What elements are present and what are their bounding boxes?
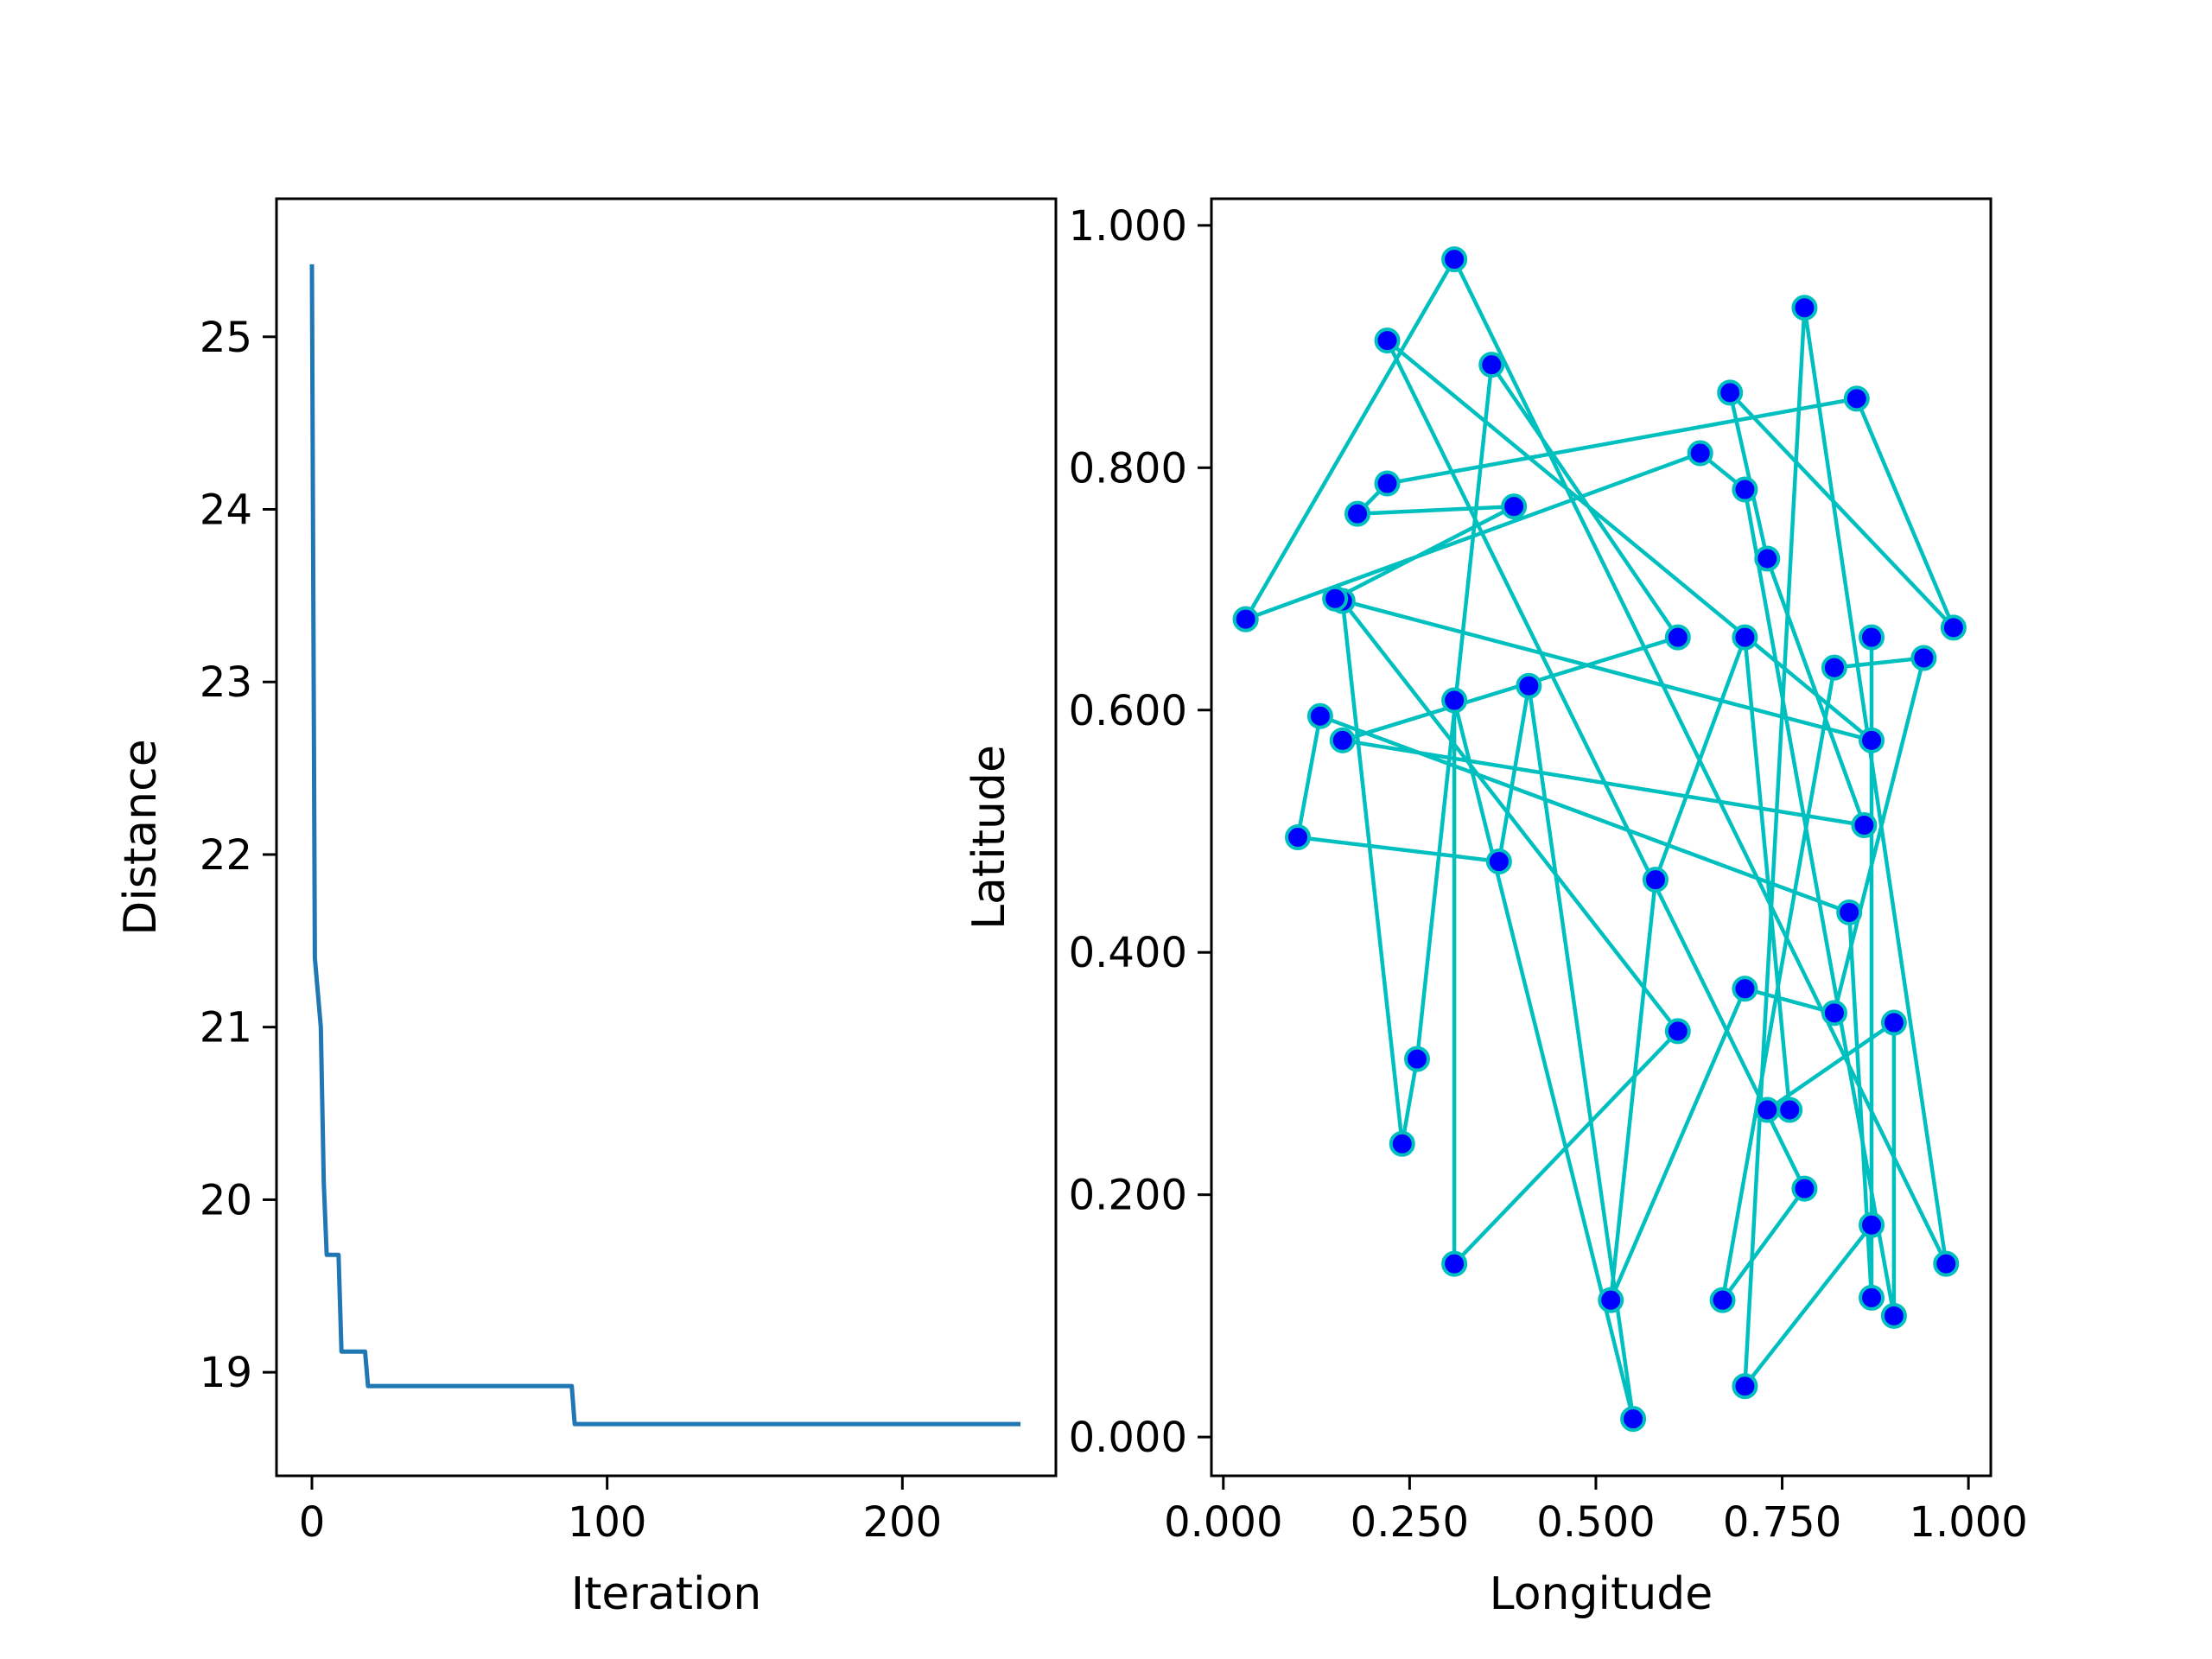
route-point-30 — [1501, 493, 1528, 520]
route-point-11 — [1485, 849, 1512, 875]
route-point-27 — [1843, 385, 1870, 412]
route-point-26 — [1940, 614, 1967, 641]
route-point-45 — [1880, 1009, 1907, 1036]
route-point-16 — [1664, 1018, 1691, 1045]
route-point-38 — [1821, 1000, 1847, 1027]
route-point-34 — [1791, 1175, 1818, 1202]
route-point-8 — [1836, 899, 1863, 925]
route-point-6 — [1859, 624, 1885, 651]
route-point-23 — [1851, 811, 1878, 838]
route-point-47 — [1732, 476, 1758, 503]
route-y-tick-label-1: 0.200 — [1069, 1172, 1187, 1220]
route-chart-ylabel: Latitude — [963, 745, 1015, 930]
route-point-22 — [1329, 727, 1356, 753]
route-point-24 — [1754, 545, 1781, 572]
route-point-28 — [1374, 470, 1401, 497]
route-point-4 — [1732, 1373, 1758, 1400]
route-point-19 — [1404, 1046, 1431, 1072]
distance-line-layer — [309, 264, 1020, 1427]
route-y-tick-label-4: 0.800 — [1069, 444, 1187, 493]
route-point-10 — [1285, 824, 1312, 850]
distance-x-tick-label-2: 200 — [863, 1498, 943, 1547]
route-point-13 — [1620, 1406, 1647, 1433]
route-point-32 — [1859, 727, 1885, 753]
distance-chart-xlabel: Iteration — [571, 1568, 762, 1620]
route-chart-frame — [1210, 197, 1993, 1478]
route-point-42 — [1732, 624, 1758, 651]
distance-y-tick-label-3: 22 — [200, 831, 252, 880]
distance-y-tick-label-4: 23 — [200, 658, 252, 707]
route-point-2 — [1933, 1250, 1960, 1277]
route-point-21 — [1664, 624, 1691, 651]
route-x-tick-label-0: 0.000 — [1164, 1498, 1282, 1547]
route-point-40 — [1598, 1287, 1624, 1313]
route-point-49 — [1232, 606, 1259, 632]
route-x-tick-label-4: 1.000 — [1909, 1498, 2027, 1547]
route-point-1 — [1441, 246, 1468, 273]
distance-y-tick-label-1: 20 — [200, 1176, 252, 1224]
distance-series-line-0 — [309, 264, 1020, 1427]
route-point-12 — [1516, 672, 1542, 699]
distance-y-tick-label-2: 21 — [200, 1004, 252, 1052]
route-x-tick-label-3: 0.750 — [1723, 1498, 1841, 1547]
distance-y-tick-label-5: 24 — [200, 486, 252, 535]
route-chart-xlabel: Longitude — [1490, 1568, 1713, 1620]
route-point-14 — [1441, 687, 1468, 714]
route-point-43 — [1777, 1096, 1803, 1123]
route-chart: 0.000 0.250 0.500 0.750 1.000 0.000 0.200 0.400… — [963, 197, 2028, 1620]
route-y-tick-label-5: 1.000 — [1069, 202, 1187, 251]
route-point-41 — [1642, 867, 1669, 893]
route-y-tick-label-0: 0.000 — [1069, 1414, 1187, 1462]
route-chart-ticks: 0.000 0.250 0.500 0.750 1.000 0.000 0.200 0.400… — [1069, 202, 2028, 1547]
route-y-tick-label-2: 0.400 — [1069, 929, 1187, 977]
route-y-tick-label-3: 0.600 — [1069, 687, 1187, 735]
distance-chart-ylabel: Distance — [115, 739, 167, 935]
route-point-15 — [1441, 1250, 1468, 1277]
route-point-25 — [1717, 379, 1744, 406]
route-point-37 — [1910, 645, 1937, 671]
route-point-35 — [1709, 1287, 1736, 1313]
distance-x-tick-label-0: 0 — [299, 1498, 326, 1547]
route-point-31 — [1322, 585, 1349, 612]
route-point-29 — [1344, 500, 1371, 527]
route-point-3 — [1791, 295, 1818, 321]
distance-chart: 0 100 200 19 20 21 22 23 24 25 Iteration Distance — [115, 197, 1058, 1620]
route-point-18 — [1389, 1130, 1415, 1157]
distance-chart-ticks: 0 100 200 19 20 21 22 23 24 25 — [200, 314, 942, 1547]
route-point-20 — [1478, 352, 1505, 378]
route-layer — [1232, 246, 1967, 1433]
route-point-48 — [1687, 440, 1713, 467]
distance-chart-frame — [275, 197, 1058, 1478]
route-point-7 — [1859, 1284, 1885, 1311]
distance-x-tick-label-1: 100 — [568, 1498, 647, 1547]
route-line — [1243, 257, 1956, 1421]
route-point-9 — [1306, 702, 1333, 729]
route-point-39 — [1732, 976, 1758, 1002]
route-point-36 — [1821, 654, 1847, 681]
distance-y-tick-label-6: 25 — [200, 314, 252, 362]
distance-y-tick-label-0: 19 — [200, 1349, 252, 1397]
route-point-44 — [1754, 1096, 1781, 1123]
route-x-tick-label-1: 0.250 — [1351, 1498, 1469, 1547]
route-x-tick-label-2: 0.500 — [1536, 1498, 1655, 1547]
route-point-33 — [1374, 327, 1401, 354]
route-point-46 — [1880, 1302, 1907, 1329]
route-point-5 — [1859, 1211, 1885, 1238]
